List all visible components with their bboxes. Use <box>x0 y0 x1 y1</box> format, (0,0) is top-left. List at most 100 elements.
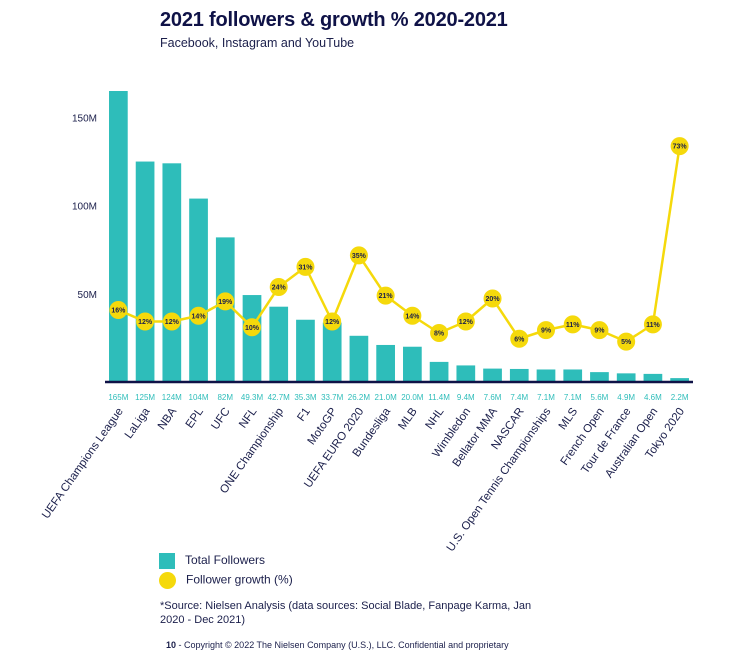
growth-value-label: 73% <box>673 144 688 151</box>
bar-value-labels: 165M 125M 124M 104M 82M 49.3M 42.7M 35.3M 33.7M 2… <box>108 393 689 402</box>
x-tick-label: NHL <box>424 405 447 431</box>
growth-value-label: 14% <box>192 313 207 320</box>
growth-value-label: 6% <box>514 336 525 343</box>
bar-value-label: 4.9M <box>617 393 635 402</box>
growth-point <box>136 312 155 331</box>
growth-point <box>243 318 261 337</box>
growth-value-label: 12% <box>459 319 474 326</box>
bar <box>135 161 155 382</box>
bar <box>563 369 583 382</box>
growth-point <box>643 315 662 334</box>
growth-point <box>162 312 181 331</box>
bar-value-label: 7.4M <box>510 393 528 402</box>
bar <box>322 322 342 382</box>
bar <box>616 373 636 382</box>
bar-value-label: 7.1M <box>564 393 582 402</box>
x-tick-label: UFC <box>209 406 232 432</box>
x-tick-label: LaLiga <box>123 405 153 441</box>
chart-subtitle: Facebook, Instagram and YouTube <box>160 36 355 50</box>
legend-item-growth: Follower growth (%) <box>159 572 293 589</box>
growth-value-label: 9% <box>594 328 605 335</box>
chart-plot: 50M 100M 150M 165M 125M 124M 104M 82M 49.3M 42.7… <box>40 91 693 554</box>
growth-value-label: 24% <box>272 285 287 292</box>
bar <box>670 378 689 382</box>
growth-value-label: 9% <box>541 328 552 335</box>
growth-point <box>510 329 529 348</box>
growth-point <box>216 292 235 311</box>
growth-point <box>430 324 449 342</box>
x-tick-label: NBA <box>156 406 180 433</box>
bar <box>429 361 449 382</box>
growth-point <box>563 315 582 334</box>
growth-value-label: 12% <box>138 319 153 326</box>
bar-value-label: 125M <box>135 393 155 402</box>
bar-value-label: 9.4M <box>457 393 475 402</box>
growth-point <box>403 306 422 325</box>
y-tick-label: 100M <box>72 202 97 213</box>
growth-point <box>590 321 609 340</box>
bar-value-label: 4.6M <box>644 393 662 402</box>
growth-markers: 16% 12% 12% 14% 19% 10% 24% 31% 12% 35% 21% 14% 8% 12… <box>109 137 689 351</box>
growth-value-label: 12% <box>325 319 340 326</box>
bar-value-label: 165M <box>108 393 128 402</box>
bar <box>403 346 422 382</box>
bar-value-label: 2.2M <box>671 393 689 402</box>
legend-label-followers: Total Followers <box>185 553 266 568</box>
growth-line <box>117 145 681 343</box>
bar-value-label: 20.0M <box>401 393 424 402</box>
growth-value-label: 11% <box>566 322 580 329</box>
bar-value-label: 124M <box>162 393 182 402</box>
growth-value-label: 14% <box>405 313 420 320</box>
bar-value-label: 5.6M <box>591 393 609 402</box>
growth-point <box>296 257 315 276</box>
growth-value-label: 10% <box>245 325 260 332</box>
growth-point <box>617 332 636 351</box>
growth-value-label: 5% <box>621 339 632 346</box>
bar-value-label: 26.2M <box>348 393 371 402</box>
growth-point <box>670 137 689 156</box>
growth-value-label: 35% <box>352 253 367 260</box>
legend-swatch-line <box>159 572 176 589</box>
bar-value-label: 82M <box>217 393 233 402</box>
y-tick-label: 50M <box>78 290 97 301</box>
bar <box>536 369 556 382</box>
bar <box>376 344 395 382</box>
bar-value-label: 7.6M <box>484 393 502 402</box>
x-tick-label: F1 <box>295 406 313 424</box>
bar <box>296 319 315 382</box>
y-axis-ticks: 50M 100M 150M <box>72 113 97 300</box>
growth-point <box>269 278 288 296</box>
growth-point <box>323 312 342 331</box>
growth-point <box>537 321 555 340</box>
growth-value-label: 21% <box>379 293 394 300</box>
growth-point <box>349 246 368 265</box>
chart-title: 2021 followers & growth % 2020-2021 <box>160 9 508 31</box>
growth-point <box>376 286 395 305</box>
growth-value-label: 20% <box>486 296 501 303</box>
x-tick-label: MLB <box>396 406 420 433</box>
bar-value-label: 33.7M <box>321 393 344 402</box>
bar <box>269 306 289 382</box>
y-tick-label: 150M <box>72 113 97 124</box>
bar <box>483 368 502 382</box>
page-number: 10 <box>166 640 177 650</box>
growth-value-label: 31% <box>298 264 313 271</box>
bar <box>643 373 663 382</box>
growth-point <box>483 289 502 308</box>
x-tick-label: MLS <box>557 406 581 433</box>
bar <box>509 368 529 382</box>
bar <box>590 372 609 382</box>
bar <box>349 335 369 382</box>
growth-point <box>456 312 475 331</box>
bar <box>109 91 128 382</box>
growth-value-label: 11% <box>646 322 660 329</box>
legend-label-growth: Follower growth (%) <box>186 572 293 587</box>
bar <box>162 163 182 382</box>
x-tick-label: EPL <box>184 405 207 430</box>
copyright-text: - Copyright © 2022 The Nielsen Company (… <box>178 640 509 650</box>
bar-value-label: 35.3M <box>294 393 317 402</box>
bar-value-label: 11.4M <box>428 393 450 402</box>
page-footer: 10 - Copyright © 2022 The Nielsen Compan… <box>166 640 509 650</box>
bar-value-label: 7.1M <box>537 393 555 402</box>
